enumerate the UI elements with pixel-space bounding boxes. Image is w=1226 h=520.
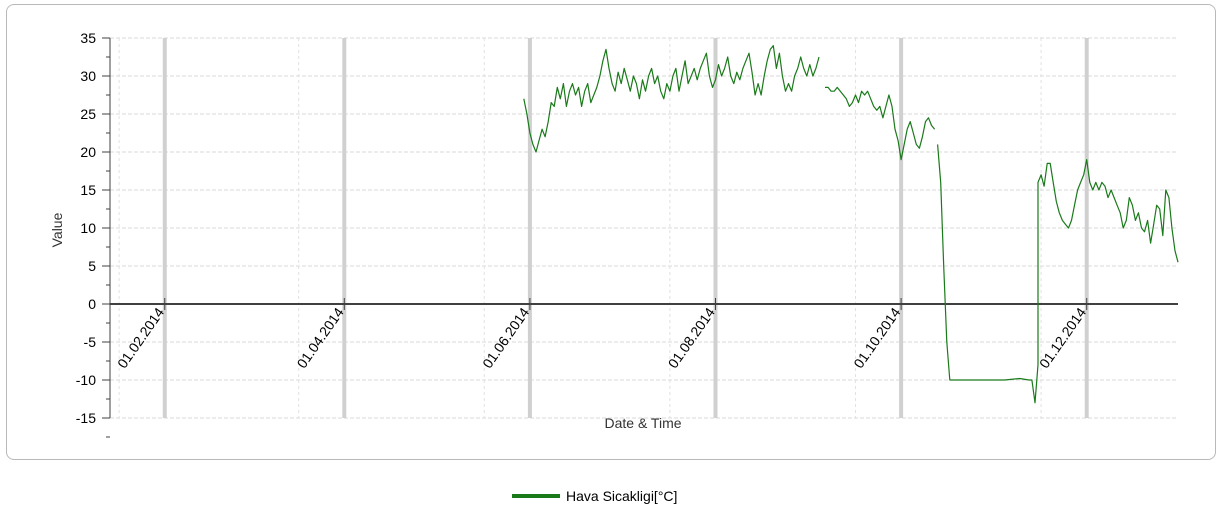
y-tick-label: -10 (76, 372, 96, 388)
x-tick-label: 01.08.2014 (665, 304, 718, 371)
y-axis-title: Value (49, 212, 65, 247)
legend-label: Hava Sicakligi[°C] (566, 488, 677, 504)
x-tick-label: 01.02.2014 (114, 304, 167, 371)
x-axis-title: Date & Time (604, 415, 681, 431)
x-tick-label: 01.10.2014 (850, 304, 903, 371)
series-line (937, 144, 1179, 404)
grid (110, 37, 1178, 419)
y-tick-label: 10 (80, 220, 96, 236)
x-tick-label: 01.04.2014 (293, 304, 346, 371)
y-tick-label: -5 (84, 334, 97, 350)
series-line (825, 86, 936, 161)
y-tick-label: -15 (76, 410, 96, 426)
y-tick-label: 15 (80, 182, 96, 198)
y-tick-label: 5 (88, 258, 96, 274)
y-tick-label: 35 (80, 30, 96, 46)
x-tick-label: 01.12.2014 (1036, 304, 1089, 371)
y-tick-label: 30 (80, 68, 96, 84)
x-tick-label: 01.06.2014 (479, 304, 532, 371)
legend: Hava Sicakligi[°C] (512, 488, 677, 504)
y-tick-label: 25 (80, 106, 96, 122)
y-tick-label: 20 (80, 144, 96, 160)
series-line (523, 44, 820, 153)
series-layer (523, 44, 1179, 404)
x-tick-labels: 01.02.2014 01.04.2014 01.06.2014 01.08.2014… (114, 298, 1089, 371)
y-tick-labels: 35 30 25 20 15 10 5 0 -5 -10 -15 (76, 30, 110, 438)
y-tick-label: 0 (88, 296, 96, 312)
